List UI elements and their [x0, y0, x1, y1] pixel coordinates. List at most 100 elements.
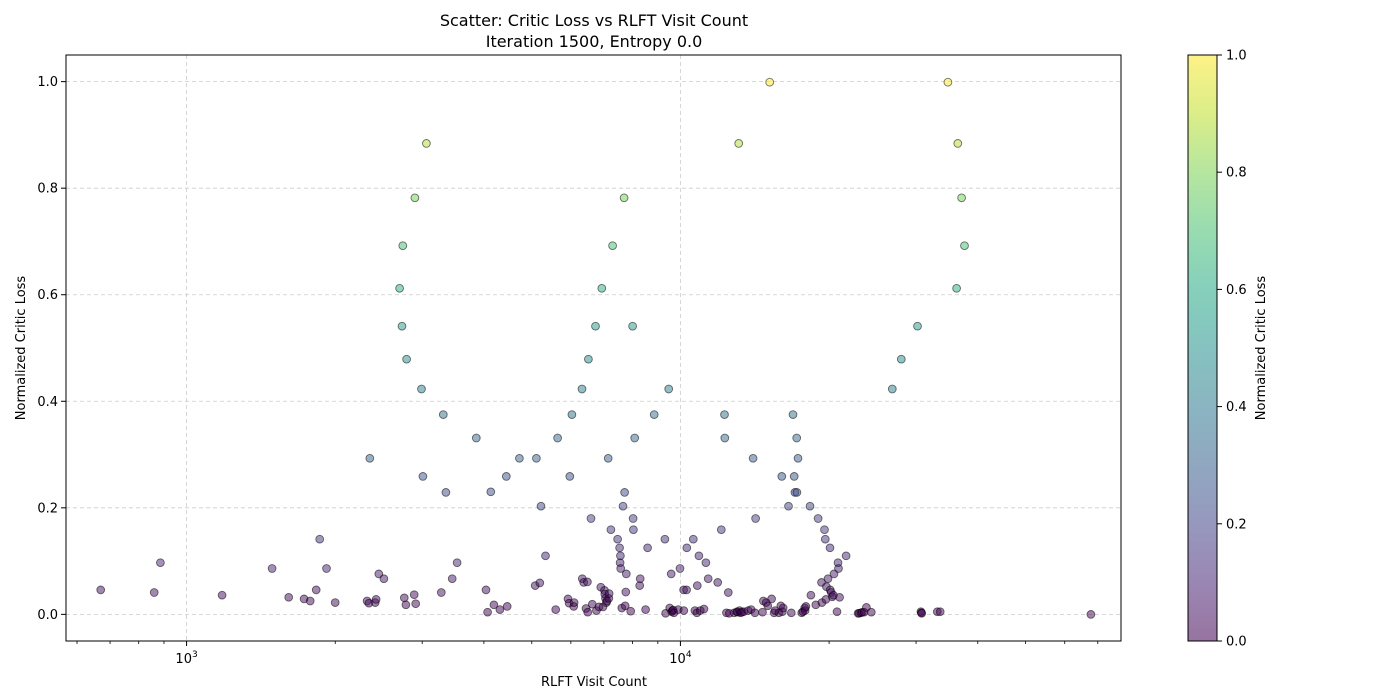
scatter-point: [723, 588, 733, 597]
y-tick-label: 1.0: [37, 75, 58, 90]
scatter-point: [604, 589, 614, 598]
scatter-point: [835, 592, 844, 602]
scatter-point: [551, 605, 561, 614]
scatter-point: [399, 593, 409, 603]
scatter-point: [565, 472, 575, 481]
scatter-point: [628, 514, 638, 523]
scatter-point: [784, 501, 793, 511]
scatter-point: [626, 606, 636, 616]
scatter-point: [1086, 610, 1096, 619]
scatter-point: [156, 558, 165, 568]
scatter-point: [481, 585, 491, 595]
chart-subtitle: Iteration 1500, Entropy 0.0: [486, 32, 703, 51]
scatter-point: [935, 607, 945, 617]
scatter-point: [660, 534, 670, 544]
scatter-point: [777, 472, 787, 481]
scatter-point: [586, 514, 596, 523]
x-tick-label: 103: [175, 650, 197, 667]
scatter-point: [502, 602, 512, 611]
scatter-point: [758, 607, 767, 617]
scatter-point: [418, 472, 428, 481]
y-tick-label: 0.2: [37, 501, 58, 516]
y-tick-label: 0.4: [37, 395, 58, 410]
scatter-point: [952, 283, 961, 293]
scatter-point: [789, 472, 799, 481]
scatter-point: [763, 601, 773, 611]
scatter-point: [417, 384, 426, 394]
colorbar-gradient: [1188, 55, 1217, 641]
scatter-point: [422, 139, 431, 148]
scatter-point: [267, 564, 277, 573]
scatter-point: [397, 321, 407, 331]
scatter-point: [616, 551, 625, 561]
scatter-point: [832, 607, 842, 617]
scatter-point: [436, 588, 446, 597]
scatter-point: [694, 551, 704, 561]
scatter-point: [635, 574, 645, 584]
scatter-point: [688, 534, 698, 544]
scatter-point: [536, 501, 546, 511]
scatter-point: [699, 604, 709, 614]
scatter-point: [583, 607, 593, 617]
scatter-point: [841, 551, 851, 561]
scatter-point: [917, 608, 927, 618]
scatter-point: [398, 241, 408, 251]
scatter-point: [330, 598, 340, 607]
scatter-point: [438, 410, 448, 419]
scatter-point: [629, 525, 638, 535]
scatter-point: [577, 384, 587, 394]
scatter-point: [410, 193, 420, 203]
scatter-point: [606, 525, 616, 535]
scatter-point: [489, 600, 499, 610]
scatter-point: [913, 321, 922, 331]
scatter-point: [409, 590, 419, 600]
scatter-point: [553, 433, 562, 443]
colorbar-tick-label: 1.0: [1226, 49, 1247, 64]
scatter-point: [452, 558, 462, 568]
y-tick-label: 0.0: [37, 608, 58, 623]
scatter-point: [664, 384, 674, 394]
scatter-point: [692, 581, 702, 590]
colorbar-frame: [1187, 54, 1218, 642]
scatter-point: [618, 501, 628, 511]
scatter-point: [765, 77, 775, 87]
scatter-point: [471, 433, 481, 443]
scatter-point: [682, 585, 691, 595]
scatter-point: [666, 569, 676, 579]
scatter-point: [792, 488, 802, 497]
scatter-point: [751, 514, 760, 523]
scatter-point: [620, 488, 629, 497]
colorbar-tick-label: 0.4: [1226, 400, 1247, 415]
scatter-point: [701, 558, 711, 568]
plot-area-frame: [65, 54, 1122, 642]
scatter-point: [584, 354, 593, 364]
scatter-point: [535, 578, 545, 588]
scatter-point: [305, 596, 315, 606]
x-axis-label: RLFT Visit Count: [541, 675, 647, 690]
scatter-point: [675, 564, 685, 573]
scatter-point: [630, 433, 640, 443]
scatter-point: [792, 433, 802, 443]
scatter-point: [569, 598, 579, 607]
scatter-point: [820, 525, 829, 535]
scatter-point: [613, 534, 622, 544]
scatter-point: [395, 283, 404, 293]
scatter-point: [806, 590, 816, 600]
scatter-point: [649, 410, 659, 419]
scatter-point: [750, 608, 760, 618]
scatter-point: [501, 472, 511, 481]
scatter-point: [823, 574, 833, 584]
scatter-point: [957, 193, 966, 203]
scatter-point: [621, 569, 631, 579]
scatter-point: [805, 501, 815, 511]
scatter-point: [896, 354, 906, 364]
colorbar-ticks: 0.0 0.2 0.4 0.6 0.8 1.0: [1217, 49, 1247, 650]
scatter-point: [620, 601, 630, 611]
scatter-point: [379, 574, 389, 584]
scatter-point: [311, 585, 321, 595]
scatter-point: [866, 607, 876, 617]
scatter-point: [713, 578, 723, 587]
scatter-point: [532, 453, 541, 463]
scatter-point: [597, 283, 607, 293]
scatter-point: [748, 453, 758, 463]
